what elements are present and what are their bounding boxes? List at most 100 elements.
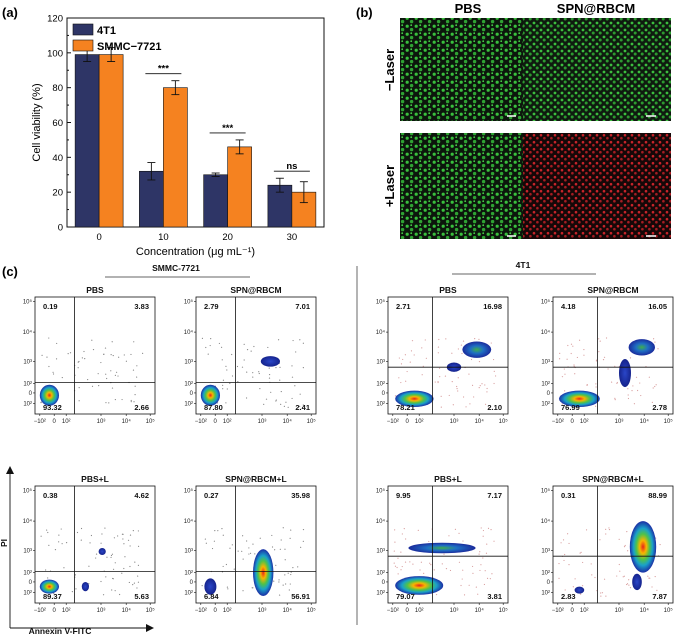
x-tick-label: 10² [415,608,424,614]
event-dot [87,378,89,381]
event-dot [55,358,58,360]
event-dot [137,564,140,567]
event-dot [486,391,488,393]
event-dot [398,357,400,359]
x-tick-label: −10² [34,419,46,425]
event-dot [278,581,280,583]
event-dot [573,365,575,368]
event-dot [448,394,450,397]
event-dot [227,588,229,590]
event-dot [462,340,465,342]
event-dot [221,527,223,530]
event-dot [294,385,296,387]
y-tick-label: 80 [52,83,63,94]
event-dot [438,338,440,341]
event-dot [654,594,656,597]
event-dot [493,370,495,373]
event-dot [443,553,445,555]
event-dot [652,387,654,389]
event-dot [456,388,458,390]
event-dot [490,529,492,531]
event-dot [598,338,600,340]
x-tick-label: −10² [552,608,564,614]
event-dot [420,561,422,563]
x-tick-label: 10² [223,608,232,614]
event-dot [209,344,211,347]
y-tick-label: 10² [376,571,385,577]
event-dot [582,561,584,564]
event-dot [295,351,297,353]
event-dot [491,573,493,575]
event-dot [48,544,50,546]
event-dot [478,360,481,363]
y-tick-label: 0 [29,580,33,586]
event-dot [488,407,490,409]
event-dot [639,382,641,384]
event-dot [578,339,581,341]
density-cluster [559,390,600,407]
event-dot [451,381,453,383]
event-dot [90,534,93,537]
event-dot [252,376,254,378]
event-dot [572,345,574,347]
event-dot [492,358,495,361]
event-dot [602,359,605,361]
micrograph-row-plus-laser: +Laser [382,165,397,207]
x-tick-label: −10² [387,419,399,425]
event-dot [623,575,625,577]
event-dot [95,553,98,555]
event-dot [132,530,134,532]
event-dot [213,540,215,542]
event-dot [614,365,616,367]
y-tick-label: 10² [23,571,32,577]
event-dot [122,538,124,540]
legend-label: SMMC−7721 [97,41,162,53]
event-dot [226,586,229,588]
event-dot [654,575,656,578]
flow-plot-smmc-1: SPN@RBCM 2.79 7.01 87.80 2.41 −10² 0 10² 10³ 10⁴ 1… [184,285,317,425]
x-tick-label: 10⁵ [307,418,317,425]
event-dot [129,565,131,568]
event-dot [56,342,58,345]
event-dot [274,549,276,551]
y-tick-label: 100 [47,48,63,59]
y-tick-label: 10⁴ [541,518,551,525]
event-dot [226,369,228,371]
quadrant-ll: 6.84 [204,592,219,601]
event-dot [558,358,561,360]
event-dot [277,339,280,341]
event-dot [616,382,618,385]
event-dot [480,527,482,529]
event-dot [437,381,439,384]
event-dot [246,540,248,542]
event-dot [424,339,426,341]
event-dot [471,384,474,386]
event-dot [627,397,630,400]
event-dot [74,574,77,576]
density-cluster [204,578,217,595]
event-dot [493,382,495,385]
event-dot [112,354,114,357]
y-tick-label: 0 [190,580,194,586]
event-dot [233,568,235,570]
event-dot [629,357,632,359]
event-dot [576,356,578,359]
event-dot [110,354,112,356]
event-dot [252,372,254,374]
event-dot [598,351,600,353]
event-dot [474,338,476,340]
event-dot [102,594,105,596]
event-dot [78,400,80,402]
event-dot [614,397,616,399]
event-dot [287,572,289,574]
event-dot [574,373,576,375]
event-dot [586,383,588,386]
event-dot [265,398,268,400]
event-dot [111,387,114,389]
event-dot [601,592,604,594]
event-dot [564,589,566,591]
event-dot [121,572,123,574]
event-dot [231,353,233,356]
x-tick-label: −10² [195,608,207,614]
event-dot [628,584,630,586]
